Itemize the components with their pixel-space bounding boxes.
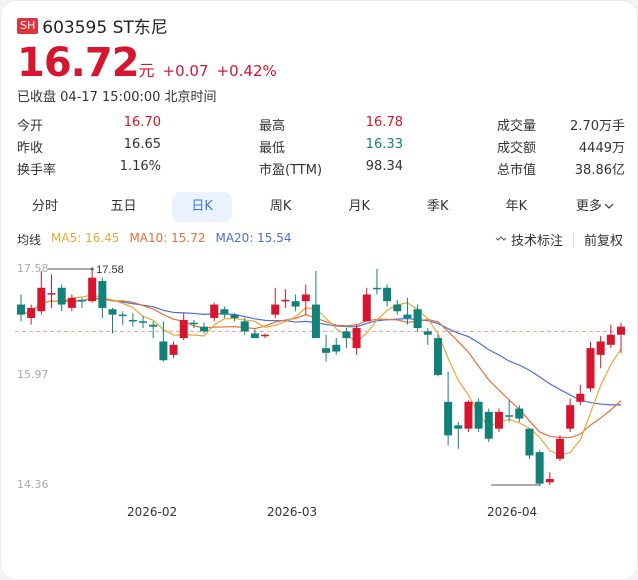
stat-cell: 最高 16.78 — [259, 115, 405, 134]
stat-value: 2.70万手 — [570, 118, 625, 134]
stats-row: 昨收 16.65 最低 16.33 成交额 4449万 — [17, 135, 627, 157]
stat-label: 最高 — [259, 118, 286, 134]
stock-header: SH 603595 ST东尼 — [17, 13, 168, 38]
stat-label: 换手率 — [17, 162, 57, 178]
stats-grid: 今开 16.70 最高 16.78 成交量 2.70万手昨收 16.65 最低 16.33 成交额… — [17, 113, 627, 179]
kline-svg: 17.58 — [15, 264, 625, 486]
stat-cell: 成交额 4449万 — [497, 137, 625, 156]
ma20-value: MA20: 15.54 — [215, 231, 292, 245]
stat-value: 38.86亿 — [574, 162, 625, 178]
x-tick-feb: 2026-02 — [127, 505, 178, 519]
stat-cell: 最低 16.33 — [259, 137, 405, 156]
stat-label: 成交量 — [497, 118, 537, 134]
x-tick-mar: 2026-03 — [267, 505, 318, 519]
stat-cell: 市盈(TTM) 98.34 — [259, 159, 405, 178]
stat-label: 昨收 — [17, 140, 44, 156]
tab-label: 日K — [191, 199, 213, 214]
stat-cell: 成交量 2.70万手 — [497, 115, 625, 134]
price-unit: 元 — [138, 61, 155, 80]
stat-cell: 昨收 16.65 — [17, 137, 163, 156]
tab-5[interactable]: 季K — [408, 192, 468, 222]
period-tabs: 分时 五日 日K 周K 月K 季K 年K 更多 — [15, 192, 625, 222]
stat-value: 98.34 — [365, 158, 403, 174]
stat-value: 16.65 — [123, 136, 161, 152]
tab-label: 季K — [427, 199, 449, 214]
svg-text:17.58: 17.58 — [96, 264, 124, 276]
ma10-value: MA10: 15.72 — [129, 231, 206, 245]
kline-chart[interactable]: 17.58 17.58 15.97 14.36 2026-02 2026-03 … — [1, 251, 638, 531]
stat-label: 总市值 — [497, 162, 537, 178]
tab-4[interactable]: 月K — [329, 192, 389, 222]
stats-row: 换手率 1.16% 市盈(TTM) 98.34 总市值 38.86亿 — [17, 157, 627, 179]
tab-label: 年K — [505, 199, 528, 214]
stat-value: 16.33 — [365, 136, 403, 152]
tab-label: 更多 — [575, 199, 602, 214]
stat-label: 市盈(TTM) — [259, 162, 323, 178]
ma-legend: 均线 MA5: 16.45 MA10: 15.72 MA20: 15.54 — [17, 231, 302, 248]
adjust-button[interactable]: 前复权 — [583, 234, 623, 249]
stat-cell: 今开 16.70 — [17, 115, 163, 134]
ma-label: 均线 — [17, 233, 42, 247]
stats-row: 今开 16.70 最高 16.78 成交量 2.70万手 — [17, 113, 627, 135]
stat-cell: 总市值 38.86亿 — [497, 159, 625, 178]
tab-3[interactable]: 周K — [251, 192, 311, 222]
tab-0[interactable]: 分时 — [15, 192, 75, 222]
current-price: 16.72 — [17, 40, 140, 86]
stat-label: 最低 — [259, 140, 286, 156]
x-tick-apr: 2026-04 — [487, 505, 538, 519]
tab-2[interactable]: 日K — [172, 192, 233, 222]
y-tick-mid: 15.97 — [17, 368, 49, 381]
stat-value: 16.78 — [365, 114, 403, 130]
tab-label: 月K — [348, 199, 371, 214]
ma5-value: MA5: 16.45 — [51, 231, 120, 245]
tech-annotation-button[interactable]: 技术标注 — [510, 234, 563, 249]
price-row: 16.72 元 +0.07 +0.42% — [17, 41, 285, 85]
tab-label: 分时 — [31, 199, 58, 214]
tab-label: 周K — [269, 199, 292, 214]
tab-7[interactable]: 更多 — [565, 192, 625, 222]
stat-value: 16.70 — [123, 114, 161, 130]
stat-cell: 换手率 1.16% — [17, 159, 163, 178]
chart-tools: 技术标注 前复权 — [495, 230, 623, 249]
tab-1[interactable]: 五日 — [94, 192, 154, 222]
price-change: +0.07 — [162, 62, 209, 80]
divider — [572, 232, 574, 247]
exchange-badge: SH — [17, 17, 39, 34]
stat-value: 1.16% — [119, 158, 161, 174]
y-tick-low: 14.36 — [17, 478, 49, 491]
tab-label: 五日 — [110, 199, 137, 214]
stock-title[interactable]: 603595 ST东尼 — [42, 18, 168, 38]
market-status: 已收盘 04-17 15:00:00 北京时间 — [17, 90, 217, 105]
price-change-pct: +0.42% — [216, 62, 277, 80]
stat-label: 成交额 — [497, 140, 537, 156]
stat-label: 今开 — [17, 118, 44, 134]
chevron-down-icon — [602, 199, 614, 214]
wave-icon — [495, 232, 507, 247]
stat-value: 4449万 — [578, 140, 625, 156]
y-tick-high: 17.58 — [17, 262, 49, 275]
tab-6[interactable]: 年K — [486, 192, 546, 222]
